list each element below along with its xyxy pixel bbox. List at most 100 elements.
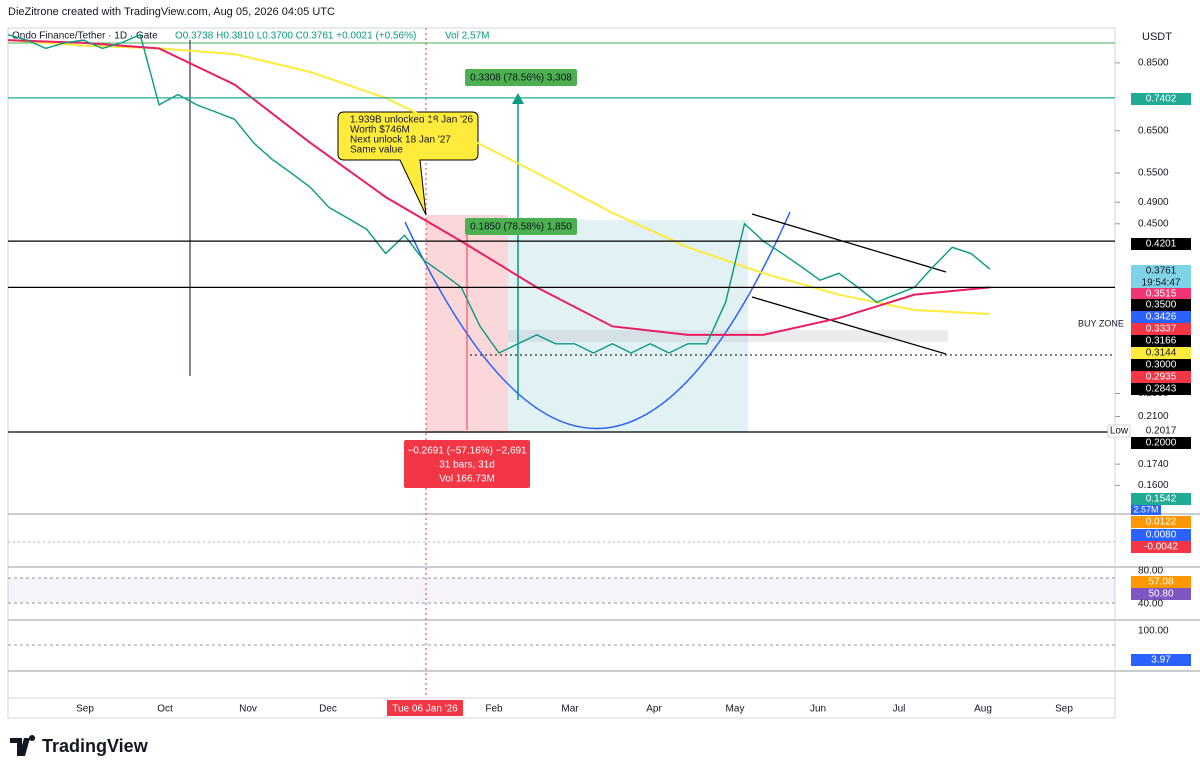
y-tick-label: 0.1740 xyxy=(1138,459,1169,470)
rsi-tick: 80.00 xyxy=(1138,566,1163,577)
series-line xyxy=(7,39,991,336)
x-tick-label: Feb xyxy=(485,704,503,715)
price-tag-text: 0.3337 xyxy=(1146,324,1177,335)
timer: 19:54:47 xyxy=(1142,278,1181,289)
tag xyxy=(1131,576,1191,588)
price-tag-text: 0.3166 xyxy=(1146,336,1177,347)
price-tag-text: 0.3144 xyxy=(1146,348,1177,359)
price-tag-text: 0.1542 xyxy=(1146,494,1177,505)
price-tag xyxy=(1131,437,1191,449)
tag xyxy=(1131,654,1191,666)
drop-text: −0.2691 (−57.16%) −2,691 xyxy=(407,446,527,457)
x-tick-label: May xyxy=(726,704,745,715)
x-tick-label: Aug xyxy=(974,704,992,715)
price-tag xyxy=(1131,238,1191,250)
cup-curve xyxy=(404,211,791,430)
price-tag-text: 0.3000 xyxy=(1146,360,1177,371)
drop-label xyxy=(404,440,530,488)
x-tick-label: Jun xyxy=(810,704,826,715)
tag xyxy=(1131,516,1191,528)
crosshair-date-bg xyxy=(387,700,463,716)
symbol: Ondo Finance/Tether · 1D · Gate xyxy=(12,31,158,42)
price-tag-text: 0.2017 xyxy=(1146,426,1177,437)
series-line xyxy=(7,39,991,315)
x-tick-label: Oct xyxy=(157,704,173,715)
macd-value: -0.0042 xyxy=(1144,542,1178,553)
rsi-tick: 40.00 xyxy=(1138,599,1163,610)
y-tick-label: 0.1600 xyxy=(1138,480,1169,491)
y-tick-label: 0.6500 xyxy=(1138,125,1169,136)
drop-text: Vol 166.73M xyxy=(439,474,495,485)
x-tick-label: Tue 06 Jan '26 xyxy=(392,704,458,715)
currency: USDT xyxy=(1142,31,1172,43)
x-tick-label: Mar xyxy=(561,704,579,715)
timer-bg xyxy=(1131,277,1191,288)
measure-text: 0.3308 (78.56%) 3,308 xyxy=(470,73,572,84)
zone-label: BUY ZONE xyxy=(1078,318,1124,328)
price-tag xyxy=(1131,93,1191,105)
x-tick-label: Nov xyxy=(239,704,257,715)
rise-box xyxy=(508,220,748,432)
drop-text: 31 bars, 31d xyxy=(439,460,495,471)
price-tag xyxy=(1131,347,1191,359)
price-tag-text: 0.2000 xyxy=(1146,438,1177,449)
x-tick-label: Dec xyxy=(319,704,337,715)
stoch-tick: 100.00 xyxy=(1138,626,1169,637)
price-tag-text: 0.2935 xyxy=(1146,372,1177,383)
price-tag xyxy=(1131,335,1191,347)
price-tag xyxy=(1131,425,1191,437)
callout-box xyxy=(337,111,479,216)
measure-label xyxy=(465,69,577,86)
x-tick-label: Sep xyxy=(76,704,94,715)
tag xyxy=(1131,529,1191,541)
footer xyxy=(0,722,1200,771)
x-tick-label: Jul xyxy=(893,704,906,715)
price-tag-text: 0.3761 xyxy=(1146,266,1177,277)
volume-tag-bg xyxy=(1131,505,1161,515)
measure-label xyxy=(465,218,577,235)
y-tick-label: 0.4900 xyxy=(1138,197,1169,208)
y-tick-label: 0.2100 xyxy=(1138,411,1169,422)
price-tag xyxy=(1131,323,1191,335)
price-tag xyxy=(1131,359,1191,371)
price-tag xyxy=(1131,311,1191,323)
low-tag-bg xyxy=(1107,424,1131,438)
price-tag xyxy=(1131,371,1191,383)
price-tag xyxy=(1131,299,1191,311)
price-tag xyxy=(1131,383,1191,395)
y-tick-label: 0.5500 xyxy=(1138,168,1169,179)
callout-text: Next unlock 18 Jan '27 xyxy=(350,135,451,146)
volume: Vol 2.57M xyxy=(445,31,489,42)
macd-value: 0.0122 xyxy=(1146,517,1177,528)
price-tag-text: 0.3500 xyxy=(1146,300,1177,311)
price-tag-text: 0.2843 xyxy=(1146,384,1177,395)
price-tag-text: 0.3515 xyxy=(1146,289,1177,300)
tag xyxy=(1131,588,1191,600)
callout-text: Same value xyxy=(350,145,403,156)
callout-text: Worth $746M xyxy=(350,125,410,136)
logo xyxy=(10,735,36,756)
price-tag-text: 0.4201 xyxy=(1146,239,1177,250)
y-tick-label: 0.4500 xyxy=(1138,218,1169,229)
price-tag xyxy=(1131,493,1191,505)
tag xyxy=(1131,541,1191,553)
brand: TradingView xyxy=(42,736,149,756)
buy-zone xyxy=(508,330,948,342)
stoch-value: 3.97 xyxy=(1151,655,1171,666)
volume-tag: 2.57M xyxy=(1133,504,1158,514)
price-tag-text: 0.3426 xyxy=(1146,312,1177,323)
credit: DieZitrone created with TradingView.com,… xyxy=(8,6,335,18)
rsi-band xyxy=(8,578,1115,603)
measure-text: 0.1850 (78.58%) 1,850 xyxy=(470,222,572,233)
macd-value: 0.0080 xyxy=(1146,530,1177,541)
rsi-value: 50.80 xyxy=(1148,589,1173,600)
y-tick-label: 0.8500 xyxy=(1138,58,1169,69)
channel-bottom xyxy=(751,296,947,355)
x-tick-label: Sep xyxy=(1055,704,1073,715)
ohlc: O0.3738 H0.3810 L0.3700 C0.3761 +0.0021 … xyxy=(175,31,416,42)
low-tag: Low xyxy=(1110,426,1129,437)
rsi-value: 57.08 xyxy=(1148,577,1173,588)
